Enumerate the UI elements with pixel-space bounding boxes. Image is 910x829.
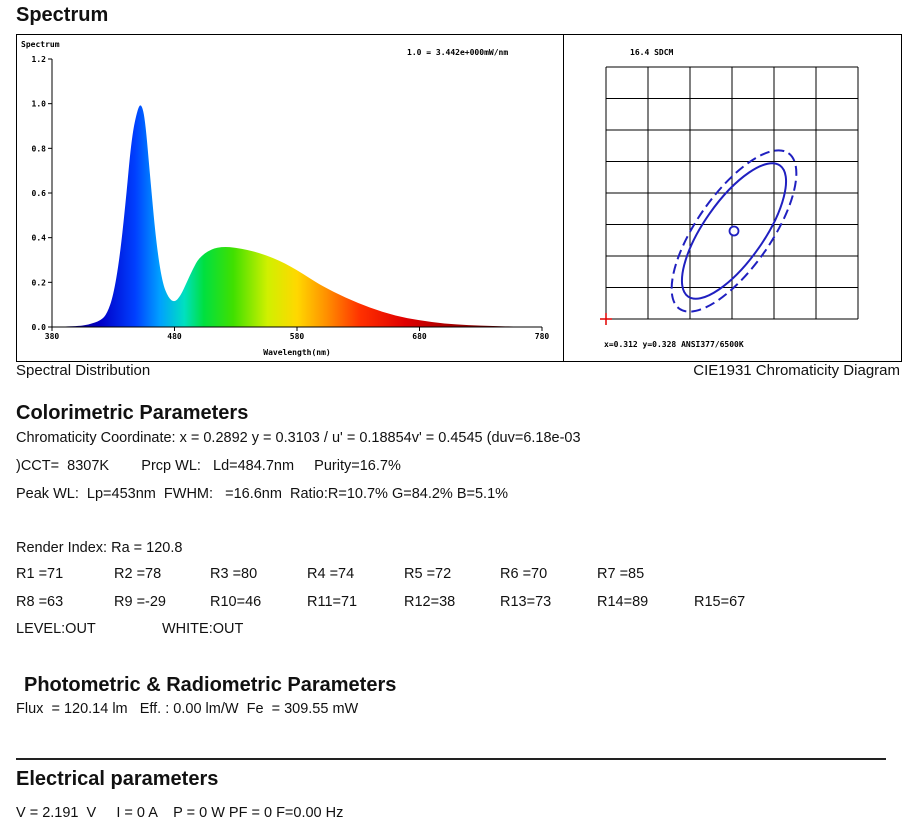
r-value: R13=73 [500, 594, 552, 610]
r-value: R7 =85 [597, 566, 645, 582]
electrical-heading: Electrical parameters [16, 768, 219, 790]
cie-chart-panel: 16.4 SDCM x=0.312 y=0.328 ANSI377/6500K [563, 34, 902, 362]
x-axis-label: Wavelength(nm) [263, 348, 330, 357]
y-tick-label: 0.6 [32, 189, 47, 198]
measured-point-marker [600, 313, 612, 325]
r-value: R12=38 [404, 594, 456, 610]
peak-line: Peak WL: Lp=453nm FWHM: =16.6nm Ratio:R=… [16, 486, 509, 502]
r-value: R3 =80 [210, 566, 258, 582]
photometric-heading: Photometric & Radiometric Parameters [24, 674, 397, 696]
scale-note: 1.0 = 3.442e+000mW/nm [407, 48, 508, 57]
render-row-2: R8 =63 R9 =-29 R10=46 R11=71 R12=38 R13=… [0, 594, 910, 614]
cie-coords: x=0.312 y=0.328 ANSI377/6500K [604, 340, 744, 349]
y-tick-label: 1.2 [32, 55, 47, 64]
level-row: LEVEL:OUT WHITE:OUT [0, 621, 910, 641]
r-value: R6 =70 [500, 566, 548, 582]
electrical-line: V = 2.191 V I = 0 A P = 0 W PF = 0 F=0.0… [16, 805, 344, 821]
colorimetric-heading: Colorimetric Parameters [16, 402, 249, 424]
r-value: R2 =78 [114, 566, 162, 582]
r-value: R14=89 [597, 594, 649, 610]
flux-line: Flux = 120.14 lm Eff. : 0.00 lm/W Fe = 3… [16, 701, 359, 717]
r-value: R8 =63 [16, 594, 64, 610]
x-tick-label: 480 [167, 332, 182, 341]
target-point [728, 225, 740, 237]
chromaticity-line: Chromaticity Coordinate: x = 0.2892 y = … [16, 430, 581, 446]
r-value: R5 =72 [404, 566, 452, 582]
r-value: R15=67 [694, 594, 746, 610]
x-tick-label: 780 [535, 332, 550, 341]
x-tick-label: 580 [290, 332, 305, 341]
r-value: R9 =-29 [114, 594, 166, 610]
x-tick-label: 680 [412, 332, 427, 341]
y-tick-label: 0.4 [32, 234, 47, 243]
ellipse-solid [680, 162, 788, 300]
white-status: WHITE:OUT [162, 621, 244, 637]
cie-diagram: 16.4 SDCM x=0.312 y=0.328 ANSI377/6500K [600, 48, 859, 349]
r-value: R11=71 [307, 594, 358, 610]
y-tick-label: 0.0 [32, 323, 47, 332]
spectral-caption: Spectral Distribution [16, 362, 151, 379]
y-tick-label: 0.2 [32, 278, 47, 287]
spectrum-chart-panel: Spectrum 1.0 = 3.442e+000mW/nm 0.0 0.2 0.4… [16, 34, 564, 362]
cct-line: )CCT= 8307K Prcp WL: Ld=484.7nm Purity=1… [16, 458, 401, 474]
r-value: R10=46 [210, 594, 262, 610]
render-index-ra: Render Index: Ra = 120.8 [16, 540, 183, 556]
cie-caption: CIE1931 Chromaticity Diagram [693, 362, 900, 379]
divider [16, 758, 886, 760]
y-tick-label: 0.8 [32, 144, 47, 153]
sdcm-label: 16.4 SDCM [630, 48, 674, 57]
level-status: LEVEL:OUT [16, 621, 96, 637]
spectrum-chart: Spectrum 1.0 = 3.442e+000mW/nm 0.0 0.2 0.4… [21, 40, 550, 357]
y-tick-label: 1.0 [32, 100, 47, 109]
spectrum-heading: Spectrum [16, 4, 109, 26]
r-value: R1 =71 [16, 566, 64, 582]
spectrum-curve [52, 105, 542, 327]
spectrum-chart-title: Spectrum [21, 40, 60, 49]
r-value: R4 =74 [307, 566, 355, 582]
render-row-1: R1 =71 R2 =78 R3 =80 R4 =74 R5 =72 R6 =7… [0, 566, 910, 586]
x-tick-label: 380 [45, 332, 60, 341]
